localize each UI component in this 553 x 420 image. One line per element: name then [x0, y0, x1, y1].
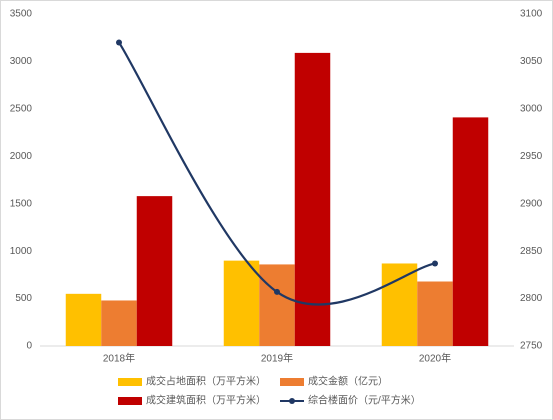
- y-tick-label: 500: [15, 293, 32, 304]
- bar: [136, 196, 173, 346]
- bar: [223, 260, 260, 346]
- y-tick-label: 1000: [10, 246, 33, 257]
- y-tick-label: 2500: [10, 103, 33, 114]
- y2-tick-label: 2800: [520, 293, 543, 304]
- y-tick-label: 0: [26, 341, 32, 352]
- legend-label: 成交金额（亿元）: [308, 375, 388, 388]
- y2-tick-label: 2850: [520, 246, 543, 257]
- y2-tick-label: 3050: [520, 56, 543, 67]
- y-tick-label: 3500: [10, 9, 33, 20]
- bar: [417, 281, 453, 346]
- legend-swatch-point: [289, 398, 295, 404]
- bar: [65, 293, 102, 346]
- line-point: [432, 260, 438, 267]
- legend-label: 综合楼面价（元/平方米）: [308, 394, 421, 407]
- line-point: [116, 39, 122, 46]
- x-tick-label: 2020年: [419, 352, 451, 365]
- line: [118, 41, 436, 306]
- y-tick-label: 1500: [10, 198, 33, 209]
- legend-label: 成交占地面积（万平方米）: [146, 375, 266, 388]
- bar: [452, 117, 489, 346]
- y-tick-label: 2000: [10, 151, 33, 162]
- y-tick-label: 3000: [10, 56, 33, 67]
- legend-swatch: [280, 378, 304, 386]
- x-tick-label: 2019年: [261, 352, 293, 365]
- y2-tick-label: 2750: [520, 341, 543, 352]
- bar: [101, 300, 137, 346]
- legend-label: 成交建筑面积（万平方米）: [146, 394, 266, 407]
- y2-tick-label: 2950: [520, 151, 543, 162]
- bar: [259, 264, 295, 346]
- bar: [294, 52, 331, 347]
- y2-tick-label: 3000: [520, 103, 543, 114]
- line-point: [274, 288, 280, 295]
- y2-tick-label: 3100: [520, 9, 543, 20]
- legend-swatch: [118, 378, 142, 386]
- x-tick-label: 2018年: [103, 352, 135, 365]
- bar: [381, 263, 418, 346]
- legend-swatch: [118, 397, 142, 405]
- y2-tick-label: 2900: [520, 198, 543, 209]
